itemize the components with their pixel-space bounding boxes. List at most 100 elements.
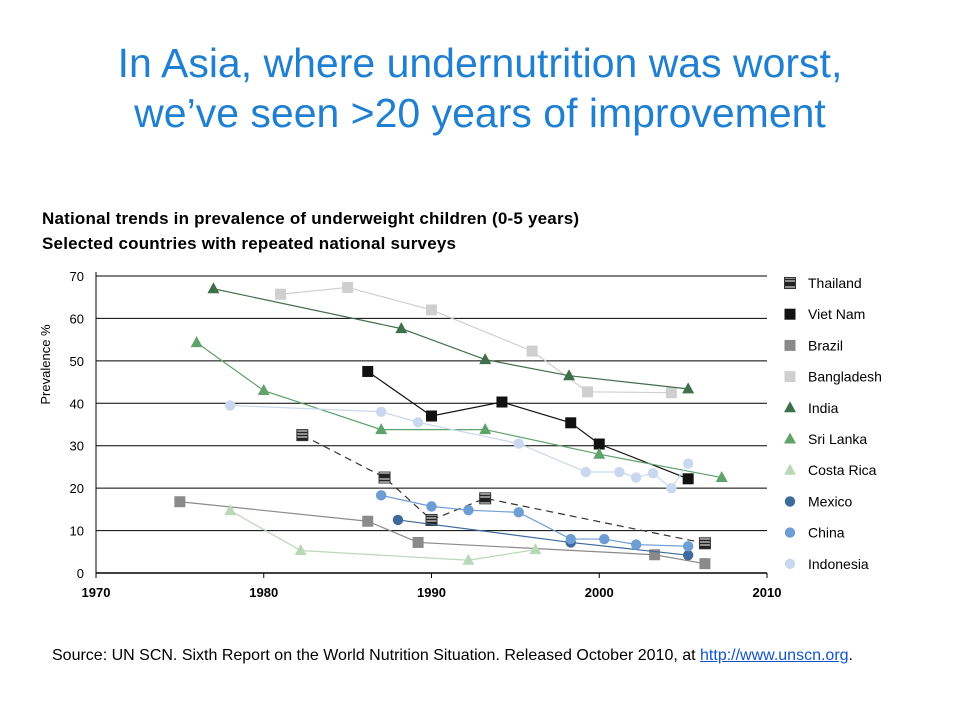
series-line-bangladesh (280, 286, 672, 394)
legend-label: Brazil (808, 337, 843, 353)
series-sri-lanka (190, 336, 728, 483)
data-point-china (426, 501, 437, 512)
series-line-brazil (179, 501, 706, 565)
slide-title-line-1: In Asia, where undernutrition was worst, (117, 40, 843, 86)
x-tick-label: 2010 (753, 585, 782, 600)
data-point-costa-rica (294, 544, 307, 556)
data-point-bangladesh (665, 387, 677, 399)
data-point-indonesia (682, 458, 694, 469)
data-point-india (479, 353, 492, 365)
data-point-brazil (174, 496, 186, 508)
data-point-india (563, 369, 576, 381)
chart-heading-line-1: National trends in prevalence of underwe… (42, 209, 580, 228)
data-point-china (630, 539, 642, 550)
legend-item-bangladesh: Bangladesh (784, 369, 882, 385)
data-point-brazil (699, 558, 711, 570)
data-point-china (682, 541, 694, 552)
series-line-india (213, 288, 689, 390)
x-tick-label: 2000 (585, 585, 614, 600)
data-point-indonesia (666, 482, 677, 494)
data-point-thailand (296, 429, 309, 442)
source-note: Source: UN SCN. Sixth Report on the Worl… (52, 643, 932, 668)
x-tick-label: 1990 (417, 585, 446, 600)
series-line-indonesia (230, 404, 689, 490)
series-line-viet-nam (367, 370, 689, 480)
y-tick-label: 60 (70, 311, 84, 326)
legend-marker-bangladesh (784, 371, 796, 383)
legend-label: China (808, 525, 845, 541)
legend-marker-thailand (784, 277, 796, 289)
data-point-thailand (378, 471, 391, 484)
y-tick-label: 50 (70, 354, 84, 369)
slide-title-line-2: we’ve seen >20 years of improvement (134, 90, 826, 136)
data-point-mexico (682, 549, 694, 561)
y-axis-label: Prevalence % (38, 324, 53, 405)
series-viet-nam (362, 365, 694, 485)
legend-marker-sri-lanka (784, 432, 796, 444)
data-point-viet-nam (362, 365, 374, 377)
data-point-bangladesh (342, 281, 354, 293)
data-point-indonesia (647, 468, 659, 479)
series-line-sri-lanka (196, 342, 722, 479)
data-point-viet-nam (682, 473, 694, 485)
series-bangladesh (275, 281, 677, 399)
legend-item-sri-lanka: Sri Lanka (784, 431, 867, 447)
data-point-sri-lanka (190, 336, 203, 348)
legend-item-china: China (784, 525, 845, 541)
source-text: Source: UN SCN. Sixth Report on the Worl… (52, 647, 701, 664)
series-thailand (296, 429, 711, 550)
data-point-china (599, 533, 610, 545)
data-point-viet-nam (593, 438, 605, 450)
data-point-india (395, 322, 408, 334)
data-point-india (207, 282, 220, 294)
data-point-sri-lanka (715, 471, 728, 483)
legend-marker-viet-nam (784, 308, 796, 320)
x-tick-label: 1980 (249, 585, 278, 600)
legend-label: Mexico (808, 493, 853, 509)
legend-label: Thailand (808, 275, 862, 291)
legend-item-thailand: Thailand (784, 275, 862, 291)
legend-marker-brazil (784, 339, 796, 351)
y-tick-label: 0 (77, 566, 84, 581)
legend-label: Sri Lanka (808, 431, 867, 447)
series-line-thailand (302, 434, 706, 544)
data-point-brazil (649, 549, 661, 561)
data-point-indonesia (614, 466, 625, 478)
series-india (207, 282, 695, 394)
legend-item-viet-nam: Viet Nam (784, 306, 865, 322)
data-point-indonesia (630, 472, 642, 483)
data-point-sri-lanka (375, 423, 388, 435)
y-tick-label: 20 (70, 481, 84, 496)
slide-title: In Asia, where undernutrition was worst,… (20, 38, 940, 138)
data-point-costa-rica (224, 504, 237, 516)
y-tick-label: 70 (70, 269, 84, 284)
legend-item-indonesia: Indonesia (784, 556, 869, 572)
data-point-costa-rica (529, 543, 542, 555)
data-point-sri-lanka (257, 384, 270, 396)
legend-marker-costa-rica (784, 463, 796, 475)
x-tick-label: 1970 (82, 585, 111, 600)
data-point-brazil (362, 515, 374, 527)
data-point-mexico (392, 514, 404, 526)
data-point-indonesia (412, 417, 424, 428)
data-point-viet-nam (496, 396, 508, 408)
source-link[interactable]: http://www.unscn.org (700, 647, 849, 664)
data-point-indonesia (375, 406, 387, 417)
legend-label: Viet Nam (808, 306, 865, 322)
series-mexico (392, 514, 694, 561)
legend-item-brazil: Brazil (784, 337, 843, 353)
data-point-bangladesh (275, 288, 287, 300)
legend-label: India (808, 400, 839, 416)
series-line-costa-rica (229, 510, 536, 561)
data-point-indonesia (580, 466, 592, 478)
series-line-china (381, 494, 689, 547)
data-point-china (375, 490, 387, 501)
legend-label: Indonesia (808, 556, 869, 572)
legend-marker-china (784, 527, 796, 538)
legend-item-mexico: Mexico (784, 493, 853, 509)
legend-marker-mexico (784, 496, 796, 507)
data-point-thailand (479, 492, 492, 505)
legend-marker-india (784, 401, 796, 413)
series-brazil (174, 496, 711, 570)
data-point-costa-rica (462, 553, 475, 565)
